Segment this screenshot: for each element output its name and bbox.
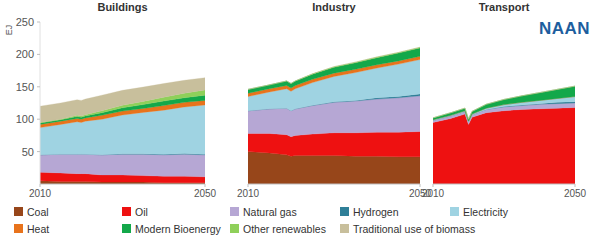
chart-root: Buildings 50 100 150 200 250EJ 2010 2050 Coal Oil… (0, 0, 600, 241)
x-tick (205, 184, 206, 187)
logo: NAAN (539, 19, 590, 38)
x-axis-line (433, 184, 575, 185)
legend-swatch (14, 207, 23, 216)
y-tick-label: 50 (22, 146, 34, 158)
y-tick (37, 86, 40, 87)
area (433, 86, 575, 119)
x-axis-line (248, 184, 420, 185)
x-axis-line (40, 184, 205, 185)
area (433, 86, 575, 121)
legend-label: Natural gas (243, 206, 297, 218)
x-tick-label: 2010 (29, 188, 52, 199)
x-tick (40, 184, 41, 187)
area (40, 78, 205, 123)
legend-swatch (230, 224, 239, 233)
legend-label: Modern Bioenergy (135, 223, 222, 235)
legend-label: Heat (27, 223, 49, 235)
legend-label: Oil (135, 206, 148, 218)
area (248, 47, 420, 89)
areas (248, 47, 420, 184)
x-tick-label: 2010 (237, 188, 260, 199)
areas (40, 78, 205, 184)
y-tick-label: 150 (16, 81, 34, 93)
x-tick (248, 184, 249, 187)
area (433, 108, 575, 184)
x-tick-label: 2050 (564, 188, 587, 199)
panel: Buildings 50 100 150 200 250EJ 2010 2050 (4, 1, 217, 199)
area (248, 56, 420, 96)
panel-title: Buildings (97, 1, 147, 13)
y-tick-label: 200 (16, 48, 34, 60)
legend-label: Traditional use of biomass (353, 223, 475, 235)
legend-swatch (122, 207, 131, 216)
panel-title: Industry (312, 1, 356, 13)
y-axis-line (40, 22, 41, 184)
x-tick (575, 184, 576, 187)
y-tick (37, 22, 40, 23)
x-tick (420, 184, 421, 187)
y-axis-label: EJ (4, 25, 14, 36)
legend-swatch (230, 207, 239, 216)
legend-label: Coal (27, 206, 49, 218)
area (433, 86, 575, 119)
panel: Industry20102050 (237, 1, 432, 199)
legend: Coal Oil Natural gas Hydrogen Electricity Hea… (14, 206, 509, 235)
legend-label: Other renewables (243, 223, 326, 235)
x-tick (433, 184, 434, 187)
area (433, 184, 575, 185)
panel-title: Transport (479, 1, 530, 13)
area (248, 48, 420, 93)
area (40, 154, 205, 177)
legend-swatch (450, 207, 459, 216)
y-tick-label: 100 (16, 113, 34, 125)
legend-swatch (14, 224, 23, 233)
x-tick-label: 2050 (194, 188, 217, 199)
legend-label: Hydrogen (353, 206, 399, 218)
legend-swatch (340, 207, 349, 216)
area (248, 132, 420, 157)
y-tick-label: 250 (16, 16, 34, 28)
x-tick-label: 2010 (422, 188, 445, 199)
legend-label: Electricity (463, 206, 509, 218)
y-tick (37, 151, 40, 152)
y-tick (37, 119, 40, 120)
legend-swatch (122, 224, 131, 233)
legend-swatch (340, 224, 349, 233)
y-tick (37, 54, 40, 55)
areas (433, 86, 575, 184)
area (248, 47, 420, 89)
